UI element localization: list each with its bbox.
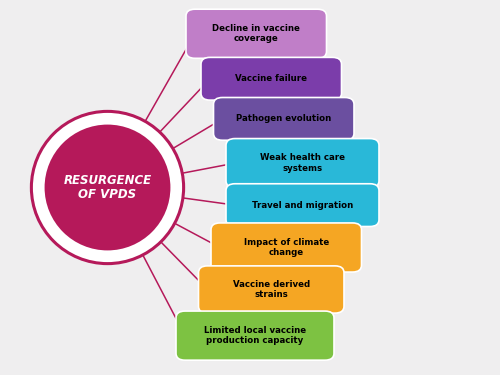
FancyBboxPatch shape [201, 57, 342, 100]
FancyBboxPatch shape [186, 9, 326, 58]
FancyBboxPatch shape [226, 184, 379, 226]
Text: Impact of climate
change: Impact of climate change [244, 238, 329, 257]
Text: RESURGENCE
OF VPDS: RESURGENCE OF VPDS [64, 174, 152, 201]
Ellipse shape [46, 126, 170, 249]
FancyBboxPatch shape [214, 98, 354, 140]
Text: Pathogen evolution: Pathogen evolution [236, 114, 332, 123]
FancyBboxPatch shape [211, 223, 362, 272]
Text: Weak health care
systems: Weak health care systems [260, 153, 345, 173]
Text: Vaccine derived
strains: Vaccine derived strains [232, 280, 310, 299]
Text: Travel and migration: Travel and migration [252, 201, 353, 210]
FancyBboxPatch shape [198, 266, 344, 313]
Text: Vaccine failure: Vaccine failure [236, 74, 307, 83]
FancyBboxPatch shape [226, 139, 379, 188]
Text: Limited local vaccine
production capacity: Limited local vaccine production capacit… [204, 326, 306, 345]
Ellipse shape [32, 111, 184, 264]
Text: Decline in vaccine
coverage: Decline in vaccine coverage [212, 24, 300, 44]
FancyBboxPatch shape [176, 311, 334, 360]
